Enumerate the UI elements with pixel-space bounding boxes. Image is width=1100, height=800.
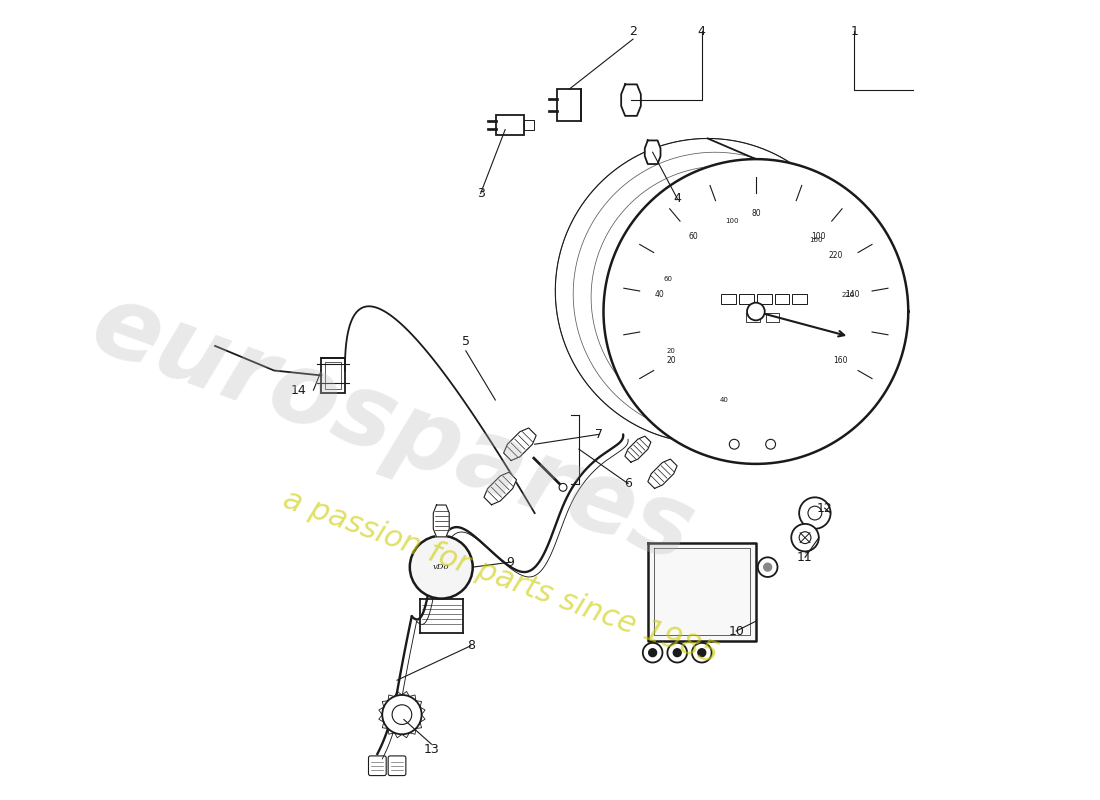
Polygon shape bbox=[621, 84, 641, 116]
Text: 12: 12 bbox=[817, 502, 833, 514]
Text: 60: 60 bbox=[663, 277, 672, 282]
Text: 11: 11 bbox=[798, 551, 813, 564]
Circle shape bbox=[642, 643, 662, 662]
Circle shape bbox=[697, 649, 706, 657]
Text: 6: 6 bbox=[624, 477, 632, 490]
Text: 1: 1 bbox=[850, 25, 858, 38]
Circle shape bbox=[729, 439, 739, 449]
Text: vDo: vDo bbox=[433, 563, 450, 571]
Text: 9: 9 bbox=[506, 556, 514, 569]
Text: 220: 220 bbox=[842, 292, 855, 298]
Bar bbox=[722, 294, 736, 304]
Text: 14: 14 bbox=[290, 384, 307, 397]
Polygon shape bbox=[648, 542, 756, 641]
Text: 4: 4 bbox=[697, 25, 706, 38]
Text: 100: 100 bbox=[725, 218, 738, 224]
Bar bbox=[524, 120, 534, 130]
Text: 2: 2 bbox=[629, 25, 637, 38]
Polygon shape bbox=[504, 428, 536, 461]
Text: 20: 20 bbox=[667, 348, 675, 354]
Text: a passion for parts since 1985: a passion for parts since 1985 bbox=[278, 485, 722, 670]
Text: 3: 3 bbox=[476, 187, 484, 200]
Polygon shape bbox=[648, 459, 678, 488]
Text: 160: 160 bbox=[810, 237, 823, 242]
Text: 4: 4 bbox=[673, 192, 681, 205]
Text: 40: 40 bbox=[719, 397, 728, 402]
Text: 80: 80 bbox=[751, 209, 761, 218]
Bar bbox=[558, 90, 581, 121]
Text: eurospares: eurospares bbox=[78, 276, 706, 583]
Circle shape bbox=[673, 649, 681, 657]
Circle shape bbox=[763, 563, 771, 571]
Bar bbox=[792, 294, 807, 304]
Polygon shape bbox=[604, 159, 909, 464]
Polygon shape bbox=[484, 472, 517, 505]
Polygon shape bbox=[433, 505, 449, 537]
Text: 7: 7 bbox=[595, 428, 603, 441]
Bar bbox=[326, 362, 341, 389]
Circle shape bbox=[758, 558, 778, 577]
Circle shape bbox=[668, 643, 688, 662]
Circle shape bbox=[692, 643, 712, 662]
Text: 160: 160 bbox=[834, 356, 848, 365]
Bar bbox=[766, 314, 780, 322]
Circle shape bbox=[383, 695, 421, 734]
Circle shape bbox=[559, 483, 566, 491]
Circle shape bbox=[747, 302, 764, 320]
Bar bbox=[739, 294, 754, 304]
Bar bbox=[746, 314, 760, 322]
Text: 20: 20 bbox=[667, 356, 675, 365]
Circle shape bbox=[799, 532, 811, 543]
Circle shape bbox=[392, 705, 411, 725]
Bar bbox=[774, 294, 790, 304]
Bar bbox=[321, 358, 345, 393]
Text: 140: 140 bbox=[845, 290, 859, 299]
Circle shape bbox=[766, 439, 775, 449]
Bar bbox=[496, 115, 524, 134]
Text: 40: 40 bbox=[654, 290, 664, 299]
Text: 60: 60 bbox=[689, 232, 697, 241]
Text: 5: 5 bbox=[462, 334, 470, 347]
Text: 8: 8 bbox=[466, 639, 475, 652]
Circle shape bbox=[410, 536, 473, 598]
Circle shape bbox=[799, 498, 830, 529]
Text: 220: 220 bbox=[829, 251, 844, 260]
Text: 13: 13 bbox=[424, 742, 439, 755]
Circle shape bbox=[808, 506, 822, 520]
Text: 100: 100 bbox=[812, 232, 826, 241]
Text: 10: 10 bbox=[728, 625, 745, 638]
Circle shape bbox=[791, 524, 818, 551]
Polygon shape bbox=[645, 141, 660, 164]
Bar bbox=[757, 294, 771, 304]
Circle shape bbox=[649, 649, 657, 657]
Polygon shape bbox=[625, 436, 651, 462]
